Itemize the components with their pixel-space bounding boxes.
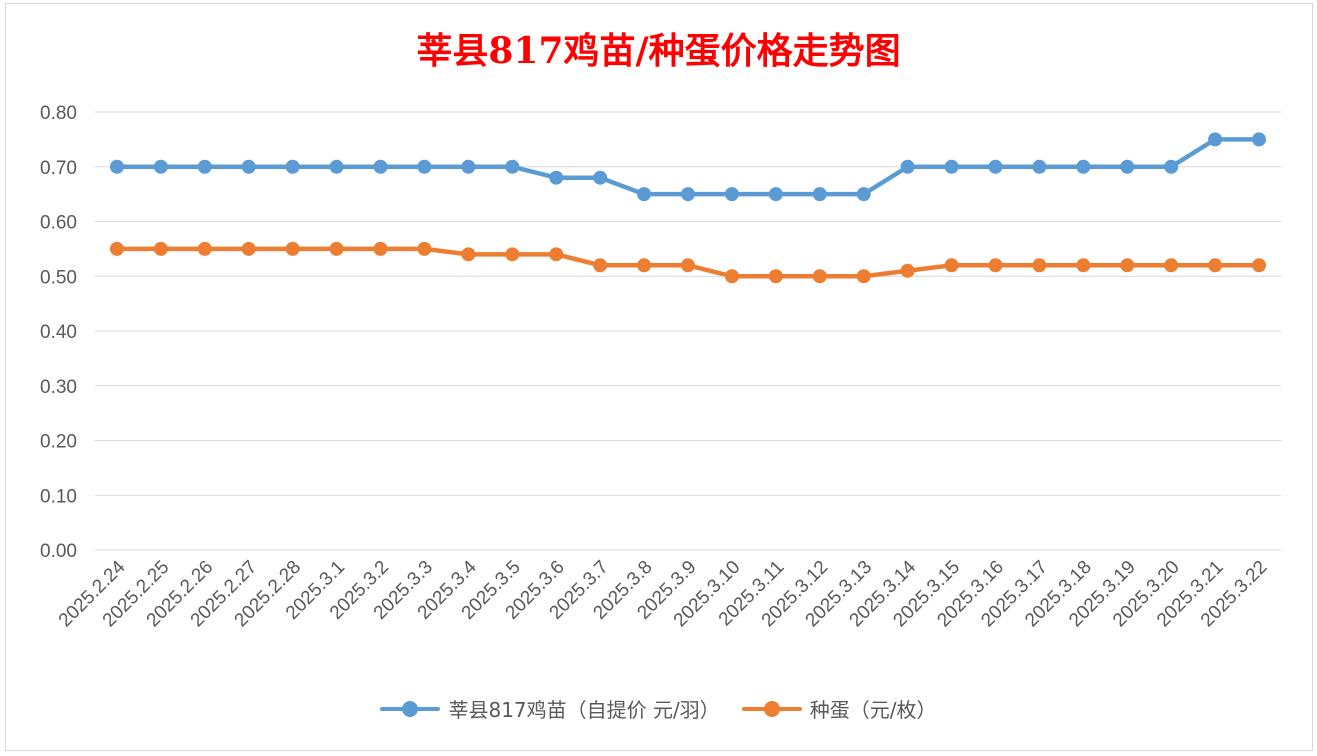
y-tick-label: 0.60 bbox=[40, 213, 77, 234]
legend-label-egg: 种蛋（元/枚） bbox=[809, 698, 937, 722]
data-point[interactable] bbox=[153, 159, 168, 174]
data-point[interactable] bbox=[1208, 132, 1223, 147]
y-tick-label: 0.40 bbox=[40, 322, 77, 343]
data-point[interactable] bbox=[900, 159, 915, 174]
data-point[interactable] bbox=[1076, 258, 1091, 273]
data-point[interactable] bbox=[724, 187, 739, 202]
legend-marker-chick bbox=[402, 700, 419, 717]
gridlines bbox=[95, 111, 1281, 551]
data-point[interactable] bbox=[285, 159, 300, 174]
data-point[interactable] bbox=[373, 241, 388, 256]
data-point[interactable] bbox=[768, 187, 783, 202]
data-point[interactable] bbox=[988, 258, 1003, 273]
data-point[interactable] bbox=[109, 241, 124, 256]
data-point[interactable] bbox=[900, 263, 915, 278]
data-point[interactable] bbox=[285, 241, 300, 256]
data-point[interactable] bbox=[197, 159, 212, 174]
data-point[interactable] bbox=[153, 241, 168, 256]
y-tick-label: 0.50 bbox=[40, 267, 77, 288]
data-point[interactable] bbox=[417, 241, 432, 256]
legend-item-chick[interactable]: 莘县817鸡苗（自提价 元/羽） bbox=[380, 694, 720, 723]
data-point[interactable] bbox=[241, 241, 256, 256]
data-point[interactable] bbox=[549, 170, 564, 185]
data-point[interactable] bbox=[1120, 258, 1135, 273]
data-point[interactable] bbox=[637, 187, 652, 202]
data-point[interactable] bbox=[944, 258, 959, 273]
data-point[interactable] bbox=[505, 159, 520, 174]
data-point[interactable] bbox=[1032, 258, 1047, 273]
data-point[interactable] bbox=[593, 170, 608, 185]
data-point[interactable] bbox=[856, 269, 871, 284]
data-point[interactable] bbox=[1120, 159, 1135, 174]
y-tick-label: 0.00 bbox=[40, 541, 77, 562]
series-lines bbox=[109, 132, 1267, 284]
data-point[interactable] bbox=[197, 241, 212, 256]
legend-swatch-egg bbox=[741, 700, 802, 717]
y-tick-label: 0.10 bbox=[40, 486, 77, 507]
legend-marker-egg bbox=[763, 700, 780, 717]
data-point[interactable] bbox=[812, 269, 827, 284]
data-point[interactable] bbox=[549, 247, 564, 262]
legend-label-chick: 莘县817鸡苗（自提价 元/羽） bbox=[448, 698, 720, 722]
chart-title: 莘县817鸡苗/种蛋价格走势图 bbox=[416, 30, 901, 72]
series-1 bbox=[109, 241, 1267, 284]
data-point[interactable] bbox=[1076, 159, 1091, 174]
data-point[interactable] bbox=[637, 258, 652, 273]
y-axis-ticks: 0.00 0.10 0.20 0.30 0.40 0.50 0.60 0.70 0.80 bbox=[40, 103, 77, 562]
legend-swatch-chick bbox=[380, 700, 441, 717]
data-point[interactable] bbox=[1164, 159, 1179, 174]
data-point[interactable] bbox=[505, 247, 520, 262]
data-point[interactable] bbox=[1164, 258, 1179, 273]
y-tick-label: 0.70 bbox=[40, 158, 77, 179]
data-point[interactable] bbox=[812, 187, 827, 202]
data-point[interactable] bbox=[593, 258, 608, 273]
data-point[interactable] bbox=[944, 159, 959, 174]
data-point[interactable] bbox=[681, 187, 695, 202]
data-point[interactable] bbox=[1032, 159, 1047, 174]
y-tick-label: 0.20 bbox=[40, 432, 77, 453]
data-point[interactable] bbox=[329, 241, 344, 256]
data-point[interactable] bbox=[724, 269, 739, 284]
data-point[interactable] bbox=[241, 159, 256, 174]
data-point[interactable] bbox=[856, 187, 871, 202]
data-point[interactable] bbox=[461, 247, 476, 262]
chart-area bbox=[5, 3, 1313, 751]
x-axis-ticks: 2025.2.242025.2.252025.2.262025.2.272025… bbox=[55, 556, 1272, 631]
y-tick-label: 0.80 bbox=[40, 103, 77, 124]
data-point[interactable] bbox=[768, 269, 783, 284]
data-point[interactable] bbox=[109, 159, 124, 174]
data-point[interactable] bbox=[417, 159, 432, 174]
legend: 莘县817鸡苗（自提价 元/羽） 种蛋（元/枚） bbox=[0, 694, 1317, 723]
data-point[interactable] bbox=[1252, 132, 1267, 147]
data-point[interactable] bbox=[988, 159, 1003, 174]
data-point[interactable] bbox=[461, 159, 476, 174]
legend-item-egg[interactable]: 种蛋（元/枚） bbox=[741, 694, 937, 723]
data-point[interactable] bbox=[1208, 258, 1223, 273]
data-point[interactable] bbox=[681, 258, 695, 273]
data-point[interactable] bbox=[1252, 258, 1267, 273]
data-point[interactable] bbox=[329, 159, 344, 174]
y-tick-label: 0.30 bbox=[40, 377, 77, 398]
data-point[interactable] bbox=[373, 159, 388, 174]
series-0 bbox=[109, 132, 1267, 202]
